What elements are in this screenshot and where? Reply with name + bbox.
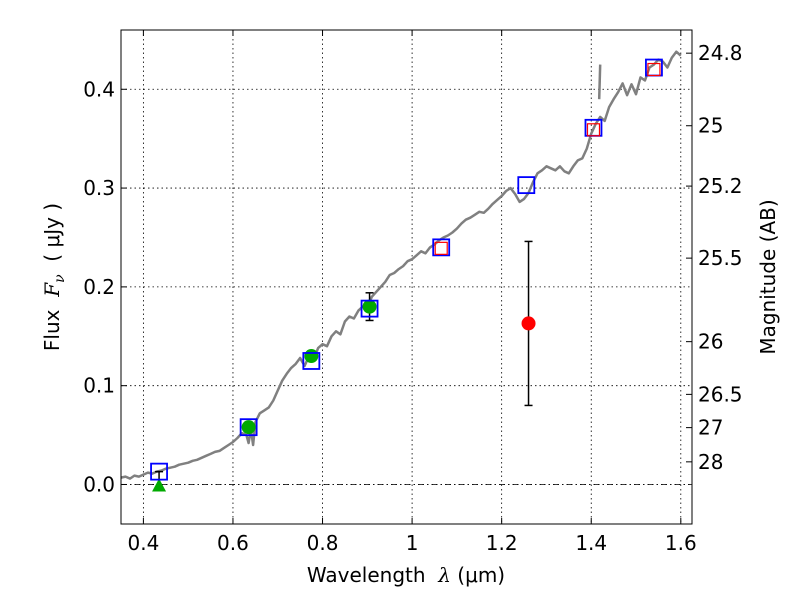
- plot-background: [121, 30, 692, 524]
- x-axis-symbol: λ: [437, 563, 451, 587]
- y-tick-label: 0.0: [83, 472, 115, 496]
- y-tick-label: 0.4: [83, 77, 115, 101]
- y-axis-symbol: F: [40, 282, 64, 298]
- spectrum-line: [120, 50, 682, 480]
- model-square: [360, 299, 379, 318]
- x-tick-label: 1.4: [575, 531, 607, 555]
- x-axis-label: Wavelength λ (μm): [307, 563, 505, 587]
- plot-frame: [120, 29, 693, 525]
- mag-tick-label: 25: [698, 114, 723, 138]
- y-axis-label: Flux Fν ( μJy ): [40, 203, 68, 351]
- observed-photometry: [152, 292, 377, 492]
- x-tick-label: 1.6: [665, 531, 697, 555]
- mag-tick-label: 25.2: [698, 174, 743, 198]
- model-square: [432, 238, 451, 257]
- mag-tick-label: 24.8: [698, 41, 743, 65]
- model-square: [239, 418, 258, 437]
- red-square: [434, 241, 448, 255]
- model-square: [517, 176, 536, 195]
- mag-tick-label: 27: [698, 416, 723, 440]
- obs-point: [241, 420, 256, 435]
- right-axis-label: Magnitude (AB): [756, 199, 780, 354]
- spectrum-spike: [597, 64, 602, 100]
- mag-tick-label: 26: [698, 330, 723, 354]
- y-tick-label: 0.1: [83, 374, 115, 398]
- obs-point: [304, 349, 319, 364]
- y-axis-subscript: ν: [52, 274, 68, 283]
- mag-tick-label: 28: [698, 450, 723, 474]
- axis-ticks: 0.4 0.6 0.8 1 1.2 1.4 1.6 0.0 0.1 0.2 0.3 0.4 24.8 25…: [83, 30, 743, 555]
- model-photometry: [150, 58, 663, 481]
- x-tick-label: 0.8: [307, 531, 339, 555]
- template-spectrum: [120, 50, 682, 480]
- upper-limit-point: [152, 478, 167, 492]
- red-square: [647, 62, 661, 77]
- red-square-markers: [434, 62, 661, 255]
- model-square: [150, 462, 168, 481]
- obs-point: [362, 299, 377, 314]
- x-tick-label: 1: [406, 531, 419, 555]
- mag-tick-label: 25.5: [698, 246, 743, 270]
- nir-point: [521, 316, 536, 331]
- x-tick-label: 1.2: [486, 531, 518, 555]
- mag-tick-label: 26.5: [698, 382, 743, 406]
- y-tick-label: 0.2: [83, 275, 115, 299]
- nir-detection: [521, 240, 536, 407]
- x-tick-label: 0.4: [127, 531, 159, 555]
- x-tick-label: 0.6: [217, 531, 249, 555]
- model-square: [302, 352, 321, 370]
- red-square: [586, 123, 601, 137]
- y-tick-label: 0.3: [83, 176, 115, 200]
